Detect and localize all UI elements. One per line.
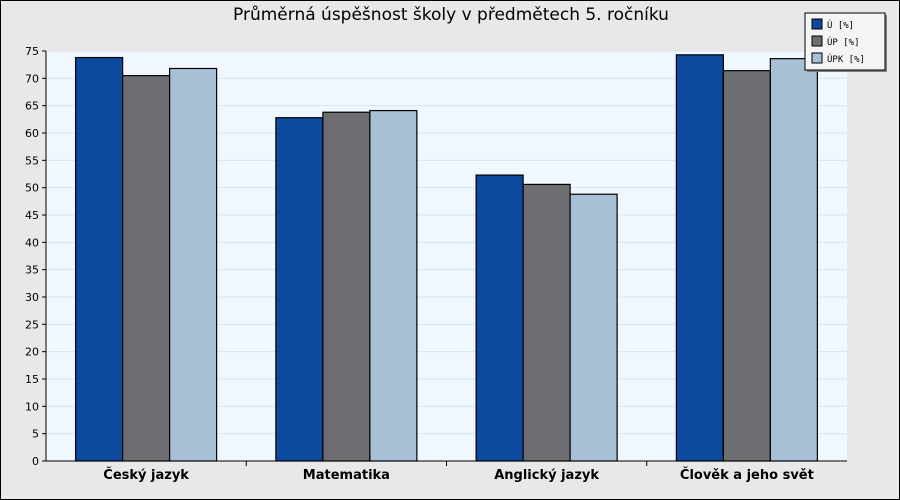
x-category-label: Matematika xyxy=(303,468,390,483)
legend-swatch xyxy=(811,52,823,64)
y-tick-label: 70 xyxy=(25,72,39,85)
bar xyxy=(122,74,171,462)
legend: Ú [%] ÚP [%] ÚPK [%] xyxy=(804,12,887,72)
bar xyxy=(75,56,124,462)
y-tick-label: 40 xyxy=(25,236,39,249)
axes: 0 5 10 15 20 25 30 35 40 45 50 55 60 65 70 75 Český jazy… xyxy=(25,45,847,483)
y-tick-label: 5 xyxy=(32,428,39,441)
x-category-label: Český jazyk xyxy=(103,467,189,483)
y-tick-label: 15 xyxy=(25,373,39,386)
x-category-label: Člověk a jeho svět xyxy=(680,467,814,483)
y-tick-label: 50 xyxy=(25,182,39,195)
bars xyxy=(75,54,818,462)
y-tick-label: 20 xyxy=(25,346,39,359)
y-tick-label: 25 xyxy=(25,318,39,331)
y-tick-label: 55 xyxy=(25,154,39,167)
y-tick-label: 65 xyxy=(25,100,39,113)
bar xyxy=(475,174,524,462)
y-tick-label: 75 xyxy=(25,45,39,58)
bar xyxy=(169,67,218,462)
y-tick-label: 60 xyxy=(25,127,39,140)
legend-swatch xyxy=(811,35,823,47)
bar xyxy=(322,111,371,462)
legend-swatch xyxy=(811,18,823,30)
bar xyxy=(769,58,818,462)
y-tick-label: 45 xyxy=(25,209,39,222)
y-tick-label: 0 xyxy=(32,455,39,468)
x-category-label: Anglický jazyk xyxy=(494,468,599,483)
y-tick-label: 35 xyxy=(25,264,39,277)
bar xyxy=(369,109,418,462)
legend-label: Ú [%] xyxy=(827,19,854,31)
bar xyxy=(522,183,571,462)
y-tick-label: 10 xyxy=(25,400,39,413)
y-tick-label: 30 xyxy=(25,291,39,304)
chart-title: Průměrná úspěšnost školy v předmětech 5.… xyxy=(233,5,669,25)
bar xyxy=(722,70,771,462)
bar xyxy=(675,54,724,462)
bar xyxy=(569,193,618,462)
bar xyxy=(275,117,324,462)
legend-label: ÚP [%] xyxy=(827,36,860,48)
legend-label: ÚPK [%] xyxy=(827,53,865,65)
